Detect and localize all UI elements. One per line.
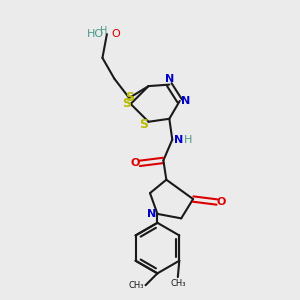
Text: HO: HO <box>87 29 104 39</box>
Text: N: N <box>165 74 174 84</box>
Text: O: O <box>130 158 140 168</box>
Text: CH₃: CH₃ <box>170 278 186 287</box>
Text: CH₃: CH₃ <box>129 281 144 290</box>
Text: S: S <box>140 118 148 131</box>
Text: O: O <box>111 29 120 39</box>
Text: S: S <box>125 92 134 104</box>
Text: N: N <box>147 209 156 219</box>
Text: N: N <box>181 96 190 106</box>
Text: S: S <box>122 98 131 110</box>
Text: H: H <box>100 26 108 36</box>
Text: H: H <box>184 135 192 145</box>
Text: O: O <box>217 197 226 207</box>
Text: N: N <box>174 135 183 145</box>
